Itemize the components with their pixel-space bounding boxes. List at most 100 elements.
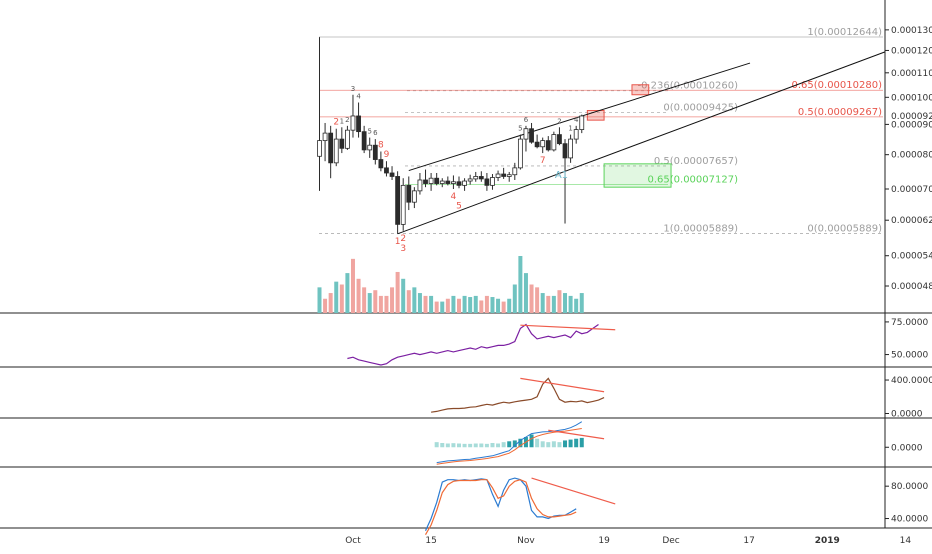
candle-bull	[428, 177, 434, 184]
annotation-label: A1	[555, 170, 568, 181]
rsi-divergence-line	[520, 324, 616, 331]
candle-bull	[512, 167, 518, 176]
macd-histogram-bar	[568, 439, 573, 448]
candle-bear	[395, 176, 401, 225]
macd-histogram-bar	[496, 443, 501, 448]
volume-bar	[557, 290, 562, 313]
volume-bar	[512, 284, 517, 313]
volume-bar	[574, 298, 579, 313]
candle-bull	[322, 132, 328, 142]
candle-bear	[339, 138, 345, 149]
td-count-label: 5	[518, 125, 522, 133]
candle-bull	[411, 190, 417, 203]
macd-pane	[434, 421, 605, 465]
candle-bear	[372, 144, 378, 160]
candle-bull	[350, 115, 356, 131]
candle-bear	[378, 159, 384, 169]
rsi-tick-label: 50.0000	[891, 351, 928, 361]
price-tick-label: 0.00010000	[891, 93, 932, 103]
candle-bear	[356, 115, 361, 133]
macd-histogram-bar	[529, 434, 534, 448]
macd-histogram-bar	[468, 443, 473, 448]
price-tick-label: 0.00005400	[891, 252, 932, 262]
macd-histogram-bar	[440, 443, 445, 448]
stoch-k-line	[424, 477, 577, 531]
fib-label: 0.5(0.00007657)	[654, 156, 738, 167]
macd-histogram-bar	[551, 441, 556, 448]
obv-tick-label: 400.0000	[891, 376, 932, 386]
candle-bull	[462, 180, 467, 186]
resistance-target-box	[586, 109, 605, 121]
fib-label: 0.65(0.00007127)	[647, 174, 738, 185]
macd-histogram-bar	[457, 443, 461, 448]
volume-bar	[423, 295, 428, 313]
candle-bear	[545, 140, 551, 151]
volume-bar	[429, 295, 434, 313]
volume-bar	[479, 300, 484, 313]
price-tick-label: 0.00004800	[891, 282, 932, 292]
candle-bull	[573, 129, 579, 140]
price-tick-label: 0.00012000	[891, 46, 932, 56]
volume-bar	[362, 287, 367, 313]
candle-bull	[344, 129, 350, 149]
td-count-label: 2	[333, 118, 339, 128]
volume-bar	[334, 281, 339, 313]
candle-bull	[451, 181, 456, 184]
fib-label: 1(0.00012644)	[807, 27, 882, 38]
td-count-label: 6	[373, 129, 378, 137]
volume-bar	[345, 273, 350, 313]
td-count-label: 1	[395, 237, 401, 247]
candle-bull	[523, 128, 529, 140]
candle-bear	[361, 131, 367, 151]
macd-histogram-bar	[451, 443, 456, 448]
fib-label: 0(0.00005889)	[807, 223, 882, 234]
volume-bar	[462, 295, 467, 313]
candle-bull	[495, 173, 501, 178]
volume-bar	[473, 295, 478, 313]
fib-label: 0.65(0.00010280)	[791, 80, 882, 91]
candle-bear	[434, 177, 440, 184]
date-tick-label: 19	[598, 536, 610, 546]
volume-bar	[551, 295, 556, 313]
price-axis: 0.00013000 0.00012000 0.00011000 0.00010000…	[885, 26, 932, 525]
macd-histogram-bar	[434, 442, 439, 448]
resistance-target-box	[631, 84, 650, 96]
volume-bar	[468, 297, 473, 313]
volume-bar	[563, 293, 568, 313]
td-count-label: 3	[400, 244, 406, 254]
macd-histogram-bar	[579, 437, 584, 448]
macd-histogram-bar	[535, 438, 540, 448]
td-count-label: 8	[378, 140, 384, 150]
volume-bar	[546, 295, 551, 313]
time-axis: Oct 15 Nov 19 Dec 17 2019 14	[345, 536, 911, 546]
volume-bar	[445, 298, 450, 313]
price-tick-label: 0.00008000	[891, 151, 932, 161]
td-count-label: 1	[340, 117, 344, 125]
candle-bull	[439, 180, 445, 184]
volume-bar	[501, 301, 506, 313]
volume-bar	[523, 273, 528, 313]
obv-divergence-line	[520, 377, 605, 393]
candle-bull	[540, 140, 546, 148]
volume-bar	[496, 298, 501, 313]
volume-bar	[378, 295, 383, 313]
macd-histogram-bar	[490, 443, 495, 448]
obv-pane	[431, 377, 605, 413]
volume-bar	[390, 287, 395, 313]
volume-bar	[484, 295, 489, 313]
date-tick-label: Oct	[345, 536, 361, 546]
macd-histogram-bar	[574, 438, 579, 448]
volume-bar	[323, 298, 328, 313]
fib-label: 1(0.00005889)	[663, 223, 738, 234]
volume-bar	[490, 297, 495, 313]
price-pane: 1(0.00012644) -0.236(0.00010260) 0.65(0.00…	[317, 27, 886, 313]
candle-bear	[557, 134, 562, 145]
channel-lower-line	[397, 51, 886, 235]
volume-bar	[529, 284, 534, 313]
macd-histogram-bar	[540, 441, 545, 448]
td-count-label: 3	[351, 85, 355, 93]
volume-bar	[401, 278, 406, 313]
volume-bar	[412, 287, 417, 313]
